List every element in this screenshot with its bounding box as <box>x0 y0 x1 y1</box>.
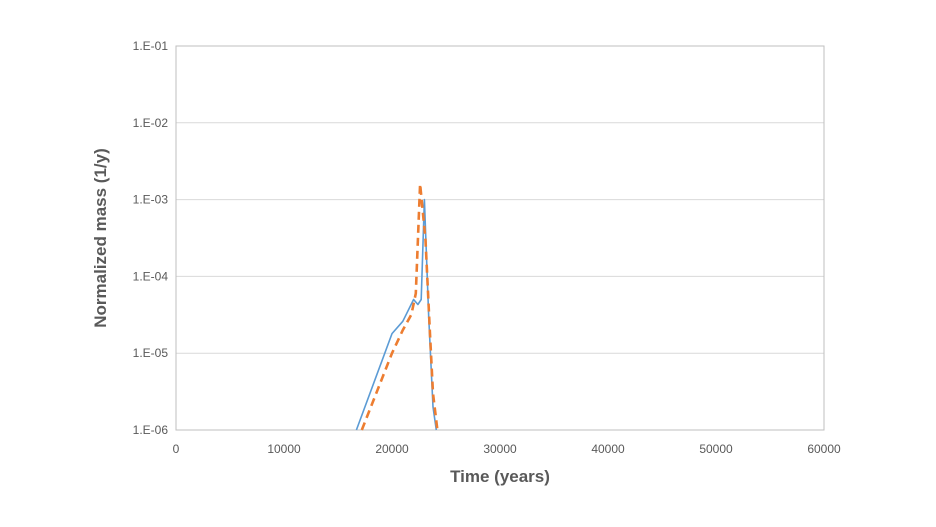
x-axis-ticks: 0 10000 20000 30000 40000 50000 60000 <box>173 442 841 456</box>
gridlines <box>176 122 824 354</box>
y-axis-ticks: 1.E-06 1.E-05 1.E-04 1.E-03 1.E-02 1.E-01 <box>133 39 169 437</box>
x-tick-label: 30000 <box>483 442 517 456</box>
x-axis-title: Time (years) <box>450 467 550 486</box>
x-tick-label: 10000 <box>267 442 301 456</box>
series-layer <box>355 182 439 431</box>
y-tick-label: 1.E-03 <box>133 193 169 207</box>
y-tick-label: 1.E-05 <box>133 346 169 360</box>
x-tick-label: 20000 <box>375 442 409 456</box>
y-axis-title: Normalized mass (1/y) <box>91 148 110 328</box>
x-tick-label: 40000 <box>591 442 625 456</box>
y-tick-label: 1.E-01 <box>133 39 169 53</box>
x-tick-label: 60000 <box>807 442 841 456</box>
x-tick-label: 50000 <box>699 442 733 456</box>
y-tick-label: 1.E-06 <box>133 423 169 437</box>
y-tick-label: 1.E-02 <box>133 116 169 130</box>
x-tick-label: 0 <box>173 442 180 456</box>
y-tick-label: 1.E-04 <box>133 269 169 283</box>
series-line-2 <box>360 182 439 431</box>
plot-area-border <box>175 45 825 431</box>
series-line-1 <box>355 198 438 431</box>
